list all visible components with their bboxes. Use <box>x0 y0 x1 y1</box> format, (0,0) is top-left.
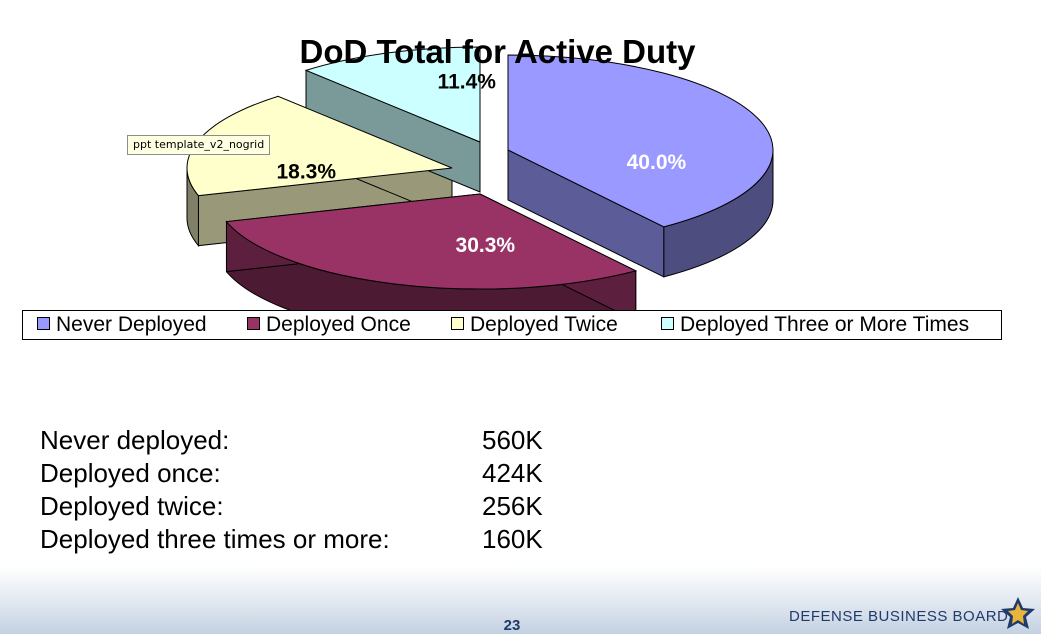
legend-item-deployed-twice: Deployed Twice <box>451 314 618 336</box>
star-logo-icon <box>1001 597 1035 629</box>
stat-value: 560K <box>482 425 543 455</box>
legend-label: Deployed Once <box>266 313 411 336</box>
legend-swatch-deployed-once <box>247 317 260 330</box>
stat-label: Deployed twice: <box>40 491 224 521</box>
pie-label-deployed-once: 30.3% <box>456 234 516 257</box>
pie-slice-deployed-once <box>225 193 638 290</box>
legend-item-deployed-three-or-more: Deployed Three or More Times <box>661 314 969 336</box>
legend-label: Deployed Three or More Times <box>680 313 970 336</box>
chart-title: DoD Total for Active Duty <box>299 33 696 70</box>
stat-value: 160K <box>482 524 543 554</box>
pie-label-never-deployed: 40.0% <box>627 151 687 174</box>
legend-item-never-deployed: Never Deployed <box>37 314 207 336</box>
legend-swatch-deployed-twice <box>451 317 464 330</box>
stat-label: Deployed three times or more: <box>40 524 390 554</box>
legend-item-deployed-once: Deployed Once <box>247 314 411 336</box>
pie-labels: 18.3% 11.4% 40.0% 30.3% <box>276 71 686 257</box>
legend-label: Never Deployed <box>56 313 207 336</box>
pie-slice-deployed-three-or-more-times <box>304 46 481 143</box>
pie-tops <box>186 46 774 290</box>
pie-label-deployed-twice: 18.3% <box>276 160 336 183</box>
legend-swatch-deployed-three-or-more <box>661 317 674 330</box>
legend-label: Deployed Twice <box>470 313 618 336</box>
stat-value: 424K <box>482 458 543 488</box>
pie-slice-never-deployed <box>507 54 774 228</box>
page-number: 23 <box>503 617 521 634</box>
stat-label: Deployed once: <box>40 458 221 488</box>
pie-chart: 18.3% 11.4% 40.0% 30.3% <box>186 46 774 310</box>
stat-label: Never deployed: <box>40 425 230 455</box>
pie-label-deployed-three-or-more-times: 11.4% <box>438 71 497 94</box>
chart-legend: Never Deployed Deployed Once Deployed Tw… <box>22 310 1002 340</box>
org-name: DEFENSE BUSINESS BOARD <box>789 608 1009 625</box>
stat-value: 256K <box>482 491 543 521</box>
tooltip: ppt template_v2_nogrid <box>127 135 271 155</box>
footer-band <box>0 566 1041 634</box>
legend-swatch-never-deployed <box>37 317 50 330</box>
